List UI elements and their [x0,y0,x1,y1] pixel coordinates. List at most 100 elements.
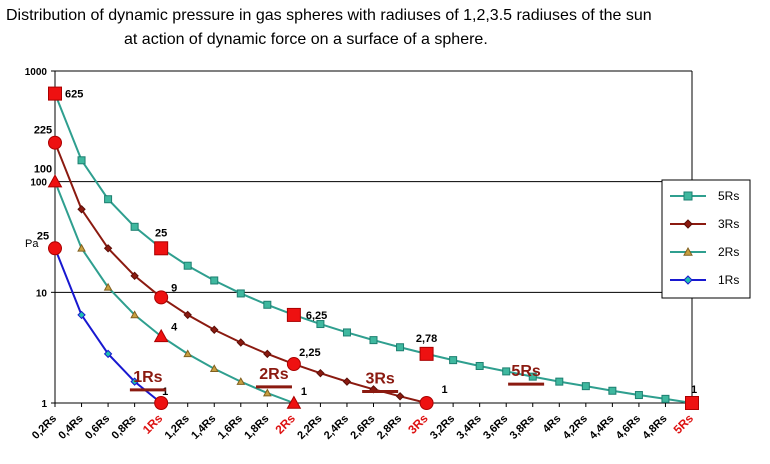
data-point-5rs [502,367,511,376]
highlight-point [286,357,301,372]
data-labels: 625 225 100 25 25 9 4 1 6,25 2,25 1 2,78 1 1 [34,89,697,398]
highlight-point [153,328,169,343]
data-point-2rs [262,388,272,397]
x-tick-label: 0,6Rs [83,413,112,442]
curve-labels: 1Rs 2Rs 3Rs 5Rs [129,363,545,394]
data-point-2rs [183,349,193,358]
curve-label: 5Rs [511,363,540,380]
data-point-1rs [103,349,113,359]
data-point-5rs [77,156,86,165]
grid-lines [55,70,693,403]
legend-marker-5rs [683,191,693,201]
highlight-markers [47,86,699,410]
data-label: 625 [65,89,83,101]
data-point-5rs [236,289,245,298]
legend-label-3rs: 3Rs [718,217,739,231]
data-point-2rs [236,377,246,385]
data-point-5rs [608,386,617,395]
data-label: 2,78 [416,333,437,345]
series-line-2rs [54,181,295,404]
data-point-5rs [130,222,139,231]
x-tick-label: 3,8Rs [508,413,537,442]
data-point-3rs [395,392,405,401]
data-point-5rs [183,261,192,270]
x-tick-label: 1Rs [140,411,166,437]
data-point-2rs [209,364,219,373]
highlight-point [48,86,62,101]
highlight-point [419,346,434,361]
highlight-point [154,290,169,305]
x-tick-label: 3,2Rs [428,413,457,442]
highlight-point [286,395,302,409]
x-tick-label: 0,8Rs [110,413,139,442]
chart-title-line-2: at action of dynamic force on a surface … [124,31,488,48]
data-label: 1 [162,386,168,398]
data-point-2rs [103,282,113,291]
highlight-point [154,396,169,410]
y-tick-label: 1 [41,399,47,410]
data-point-2rs [130,310,139,319]
highlight-point [47,174,63,188]
x-tick-label: 2,8Rs [375,413,404,442]
data-label: 25 [37,230,49,242]
x-tick-label: 0,4Rs [56,413,85,442]
highlight-point [154,241,169,256]
legend-label-2rs: 2Rs [718,245,739,259]
x-tick-label: 1,8Rs [242,413,271,442]
data-point-5rs [528,372,537,381]
data-label: 1 [301,386,307,398]
highlight-point [48,241,62,256]
curve-label: 2Rs [259,366,288,383]
x-tick-label: 2Rs [273,411,299,437]
data-point-3rs [130,271,139,281]
legend-label-5rs: 5Rs [718,189,739,203]
legend: 5Rs 3Rs 2Rs 1Rs [661,179,751,299]
legend-box [661,179,751,299]
data-label: 2,25 [299,347,320,359]
data-label: 9 [171,282,177,294]
highlight-point [48,135,62,150]
data-point-3rs [183,310,192,320]
x-tick-label: 4,8Rs [640,413,669,442]
x-tick-label: 1,2Rs [163,413,192,442]
data-point-1rs [130,377,139,386]
data-label: 6,25 [306,310,327,322]
data-point-3rs [103,244,113,253]
highlight-point [419,396,434,410]
data-point-3rs [342,377,352,386]
x-tick-label: 5Rs [671,411,697,437]
legend-marker-1rs [683,275,693,285]
data-point-1rs [77,310,86,320]
x-tick-label: 4,2Rs [561,413,590,442]
legend-marker-3rs [683,219,693,229]
data-label: 225 [34,125,52,137]
data-point-5rs [342,328,351,337]
x-tick-label: 3,6Rs [481,413,510,442]
data-point-5rs [475,361,484,370]
y-tick-label: 1000 [25,67,48,78]
x-tick-label: 1,4Rs [189,413,218,442]
data-point-3rs [316,368,325,378]
highlight-point [286,307,301,322]
curve-label: 3Rs [365,371,394,388]
data-label: 1 [442,384,448,396]
data-label: 100 [34,164,52,176]
chart-title-line-1: Distribution of dynamic pressure in gas … [6,7,652,24]
series-lines [50,89,696,408]
data-point-5rs [316,320,325,329]
y-tick-label: 100 [30,178,47,189]
data-point-5rs [449,356,458,365]
x-tick-label: 4Rs [541,413,564,436]
data-label: 1 [691,384,697,396]
curve-label: 1Rs [133,369,162,386]
data-label: 25 [155,227,167,239]
data-point-5rs [104,195,113,204]
x-tick-label: 1,6Rs [216,413,245,442]
data-point-2rs [77,243,86,252]
data-point-5rs [661,394,670,403]
data-point-3rs [210,325,219,334]
data-point-5rs [634,391,643,400]
series-line-5rs [54,93,693,404]
data-point-5rs [369,336,378,345]
